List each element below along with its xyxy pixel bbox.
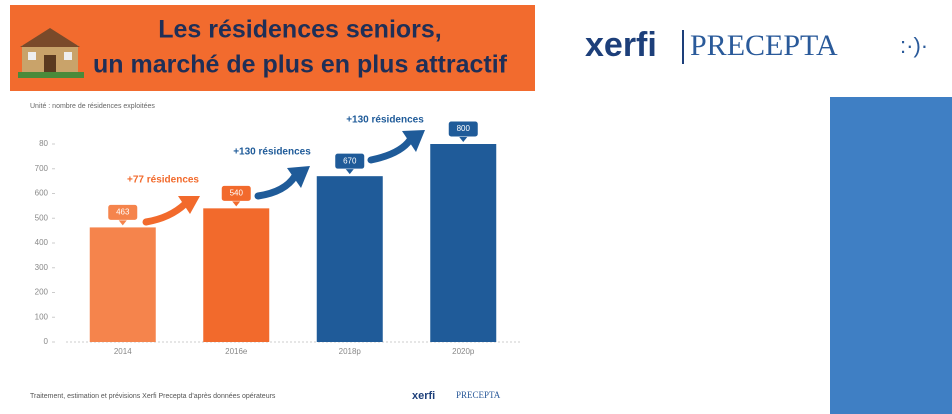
y-tick-label: 700 <box>35 164 49 173</box>
header-title: un marché de plus en plus attractif <box>93 51 508 79</box>
bar <box>316 176 383 342</box>
x-tick-label: 2014 <box>114 347 132 356</box>
logo-product-small: PRECEPTA <box>456 390 501 400</box>
value-label-pointer <box>118 220 127 226</box>
logo-mark: :·)· <box>900 33 928 58</box>
y-tick-label: 100 <box>35 312 49 321</box>
x-tick-label: 2016e <box>225 347 248 356</box>
annotation: +130 résidences <box>233 147 311 158</box>
bar <box>89 227 156 342</box>
value-label: 463 <box>116 208 130 217</box>
side-panel <box>830 97 952 414</box>
value-label: 800 <box>457 124 471 133</box>
bar <box>203 208 270 342</box>
value-label-pointer <box>232 201 241 207</box>
x-tick-label: 2018p <box>339 347 362 356</box>
annotation: +130 résidences <box>346 115 424 126</box>
logo-brand: xerfi <box>585 26 657 64</box>
y-tick-label: 0 <box>44 337 49 346</box>
source: Traitement, estimation et prévisions Xer… <box>30 393 276 400</box>
value-label-pointer <box>345 169 354 175</box>
x-tick-label: 2020p <box>452 347 475 356</box>
y-tick-label: 200 <box>35 288 49 297</box>
logo-brand-small: xerfi <box>412 390 435 402</box>
annotation: +77 résidences <box>127 175 199 186</box>
y-tick-label: 500 <box>35 213 49 222</box>
arrows <box>142 130 425 226</box>
header-banner <box>10 5 535 91</box>
value-label-pointer <box>459 137 468 142</box>
y-tick-label: 600 <box>35 189 49 198</box>
header-icon <box>18 28 84 78</box>
bar <box>430 144 497 342</box>
value-label: 540 <box>230 188 244 197</box>
header-title: Les résidences seniors, <box>158 16 441 44</box>
value-label: 670 <box>343 156 357 165</box>
y-tick-label: 400 <box>35 238 49 247</box>
logo-product: PRECEPTA <box>690 29 838 62</box>
y-tick-label: 300 <box>35 263 49 272</box>
chart-subtitle: Unité : nombre de résidences exploitées <box>30 103 155 110</box>
y-tick-label: 80 <box>39 139 48 148</box>
